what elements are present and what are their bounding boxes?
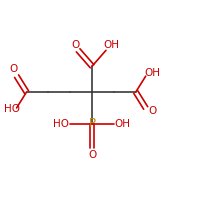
- Text: O: O: [71, 40, 79, 50]
- Text: HO: HO: [4, 104, 20, 114]
- Text: O: O: [88, 150, 96, 160]
- Text: P: P: [89, 117, 96, 130]
- Text: OH: OH: [145, 68, 161, 78]
- Text: O: O: [9, 64, 18, 74]
- Text: OH: OH: [103, 40, 119, 50]
- Text: HO: HO: [53, 119, 69, 129]
- Text: O: O: [149, 106, 157, 116]
- Text: OH: OH: [115, 119, 131, 129]
